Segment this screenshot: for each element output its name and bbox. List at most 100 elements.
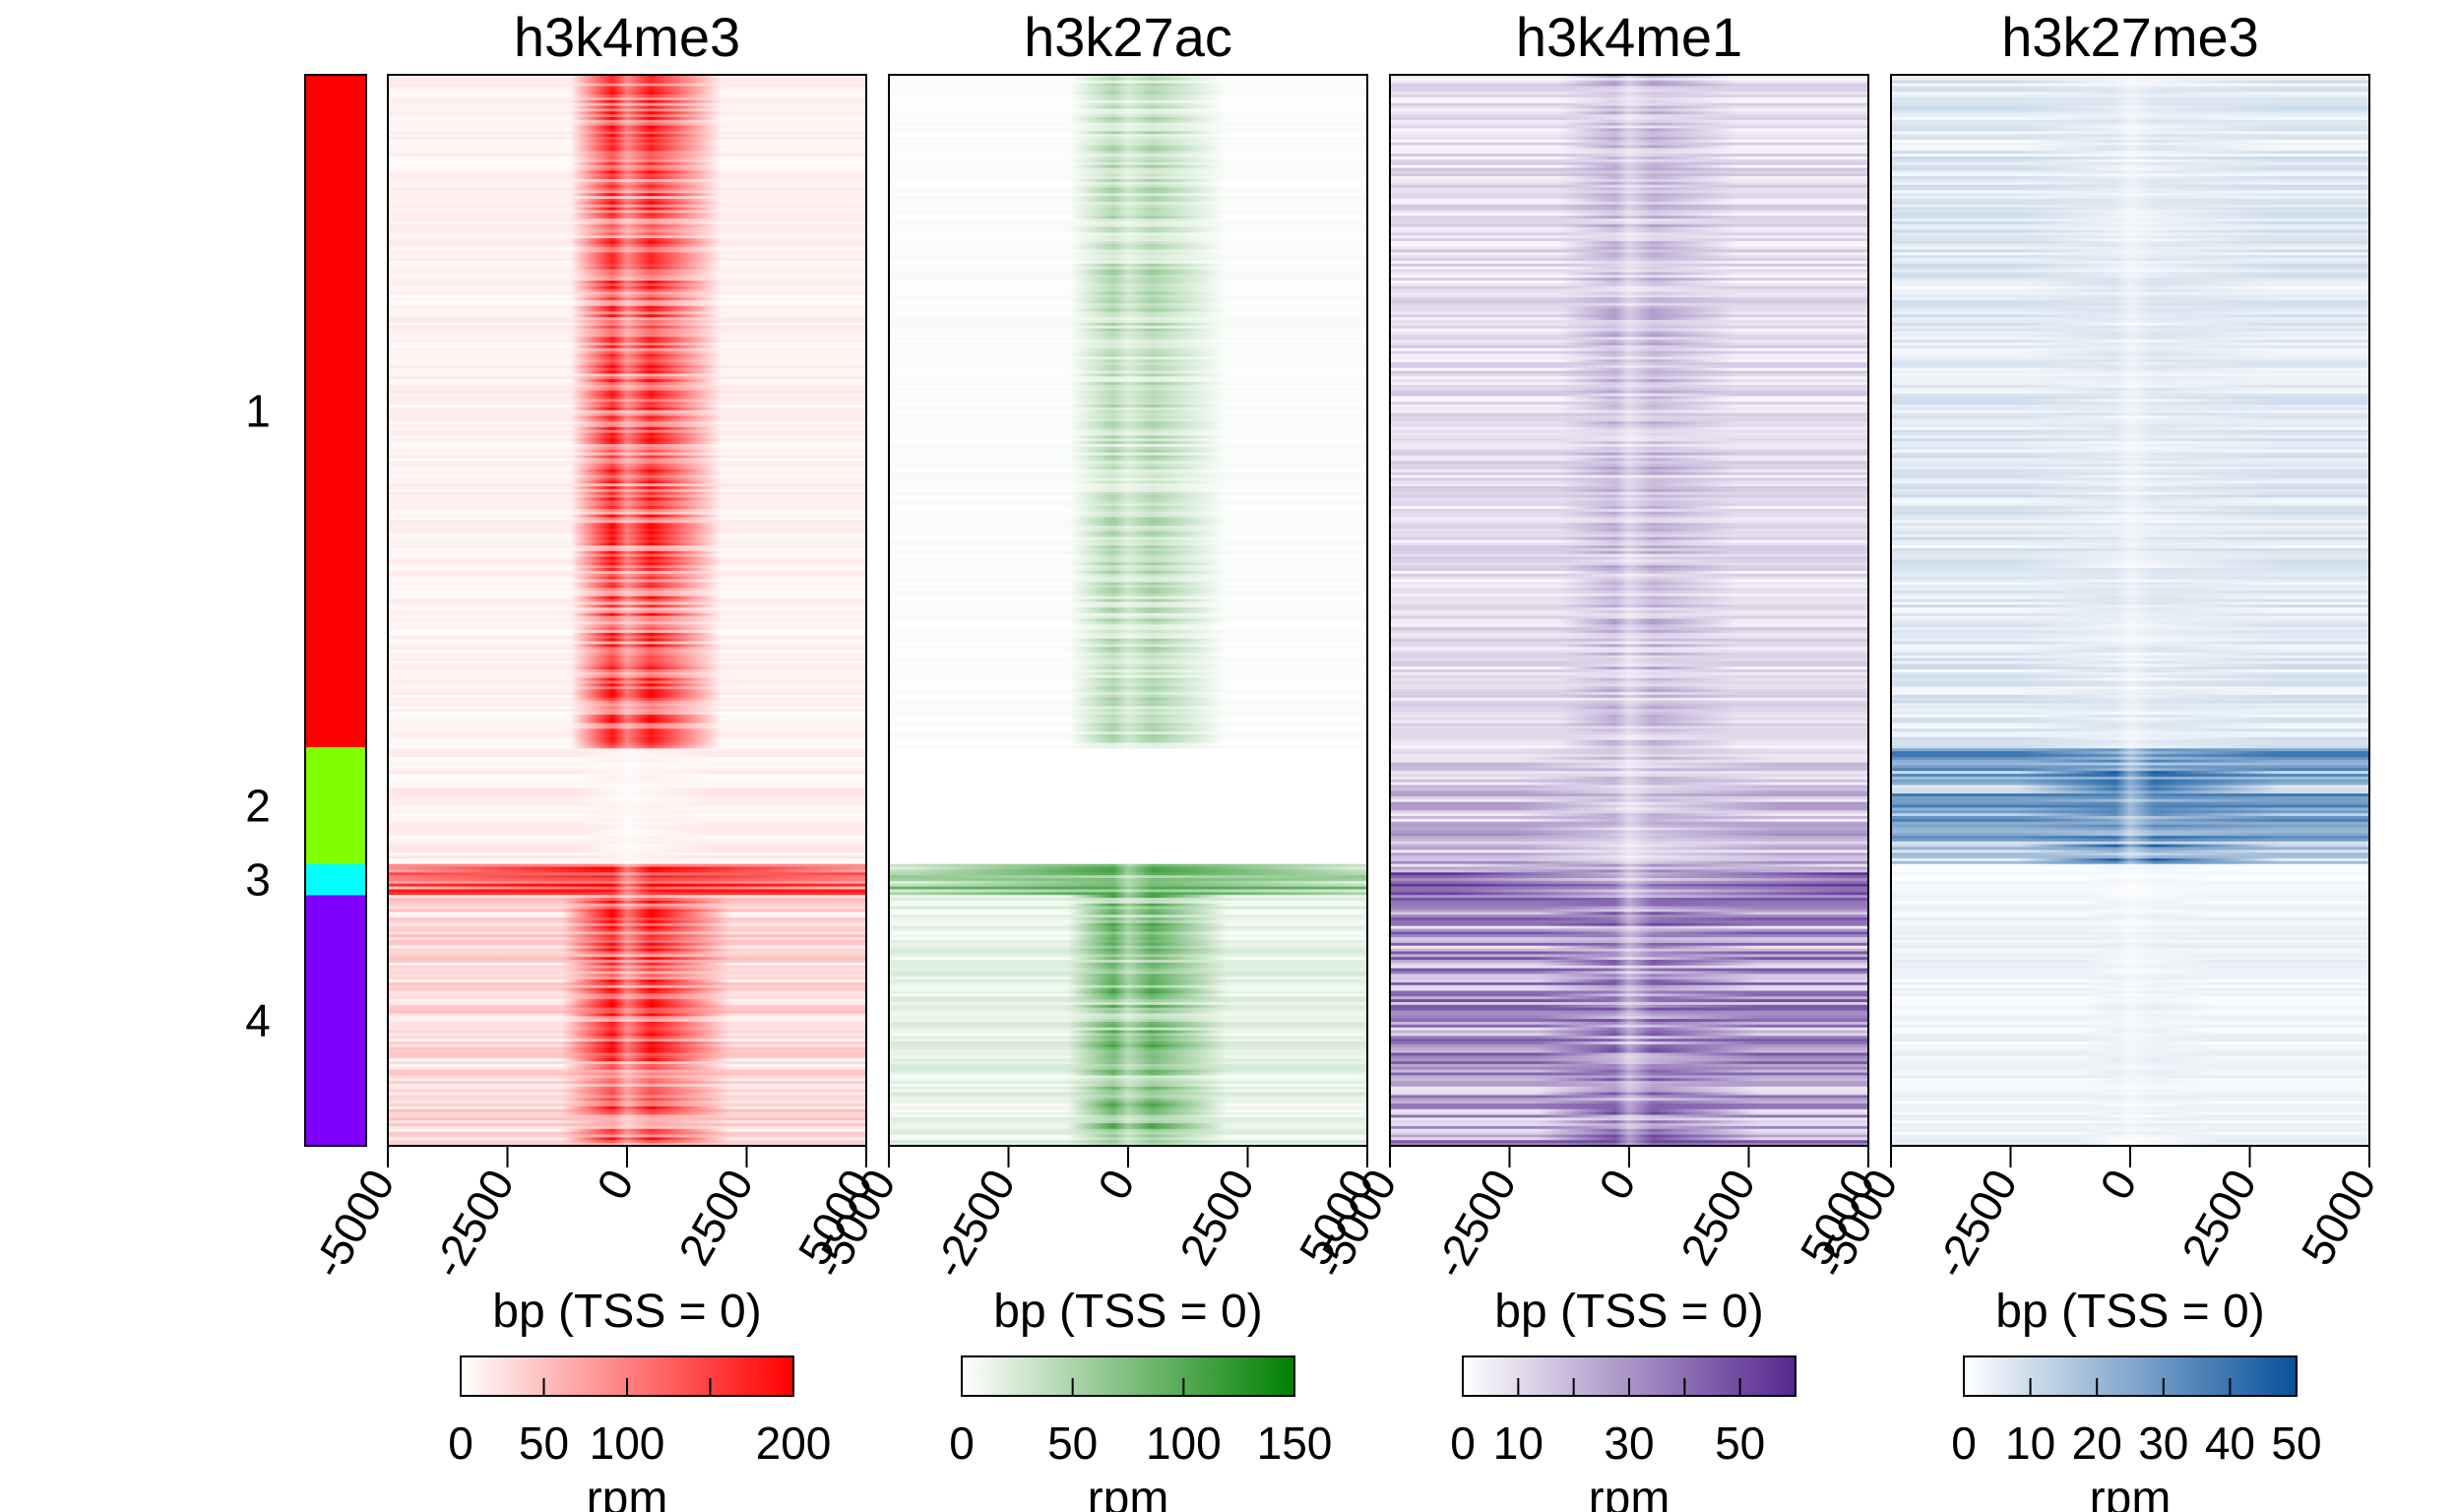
heatmap-row (889, 694, 1367, 699)
heatmap-row (1891, 119, 2369, 124)
heatmap-row (388, 860, 866, 865)
heatmap-row (388, 680, 866, 684)
heatmap-row (1390, 1004, 1868, 1009)
heatmap-row (889, 249, 1367, 253)
heatmap-row (1390, 334, 1868, 338)
heatmap-row (1891, 674, 2369, 679)
heatmap-row (1891, 686, 2369, 690)
heatmap-row (388, 598, 866, 602)
heatmap-row (889, 931, 1367, 935)
heatmap-row (1390, 497, 1868, 501)
heatmap-row (388, 875, 866, 879)
heatmap-row (388, 892, 866, 896)
heatmap-row (1891, 824, 2369, 828)
heatmap-row (1390, 604, 1868, 608)
heatmap-row (388, 914, 866, 918)
heatmap-row (1891, 1055, 2369, 1059)
heatmap-row (388, 731, 866, 735)
heatmap-row (388, 412, 866, 416)
heatmap-row (1390, 776, 1868, 781)
heatmap-row (388, 1027, 866, 1032)
heatmap-row (388, 167, 866, 171)
heatmap-row (889, 1022, 1367, 1026)
heatmap-row (1891, 748, 2369, 752)
heatmap-row (1390, 444, 1868, 448)
heatmap-row (1891, 1039, 2369, 1042)
heatmap-row (388, 925, 866, 929)
heatmap-row (1891, 830, 2369, 834)
heatmap-row (1891, 432, 2369, 436)
heatmap-row (1891, 528, 2369, 533)
heatmap-row (388, 1010, 866, 1014)
heatmap-row (1390, 880, 1868, 885)
heatmap-row (1891, 407, 2369, 411)
heatmap-row (388, 1140, 866, 1144)
heatmap-row (1390, 302, 1868, 307)
heatmap-row (889, 666, 1367, 670)
heatmap-row (889, 725, 1367, 729)
heatmap-row (388, 114, 866, 118)
heatmap-row (889, 689, 1367, 693)
heatmap-row (1891, 382, 2369, 386)
heatmap-row (1891, 116, 2369, 121)
heatmap-row (889, 714, 1367, 719)
heatmap-row (1891, 1041, 2369, 1045)
heatmap-row (1390, 379, 1868, 383)
heatmap-row (388, 650, 866, 654)
heatmap-row (1891, 506, 2369, 510)
heatmap-row (1891, 480, 2369, 484)
heatmap-row (889, 164, 1367, 168)
heatmap-row (1390, 272, 1868, 276)
heatmap-row (1390, 725, 1868, 729)
heatmap-row (388, 917, 866, 921)
heatmap-row (889, 235, 1367, 239)
heatmap-row (388, 320, 866, 324)
heatmap-row (1891, 878, 2369, 882)
heatmap-row (1390, 376, 1868, 380)
heatmap-row (889, 275, 1367, 279)
heatmap-row (388, 461, 866, 465)
heatmap-row (889, 588, 1367, 592)
heatmap-row (1891, 455, 2369, 459)
heatmap-row (1891, 232, 2369, 236)
heatmap-row (388, 990, 866, 994)
heatmap-row (1390, 102, 1868, 106)
heatmap-row (1390, 142, 1868, 146)
heatmap-row (388, 810, 866, 814)
heatmap-row (889, 559, 1367, 563)
heatmap-row (1390, 677, 1868, 681)
heatmap-row (388, 841, 866, 846)
heatmap-row (1891, 960, 2369, 964)
heatmap-row (1390, 739, 1868, 743)
heatmap-row (1390, 638, 1868, 642)
heatmap-row (1390, 528, 1868, 533)
heatmap-row (1390, 1086, 1868, 1091)
x-tick-label: -2500 (1924, 1161, 2027, 1287)
heatmap-row (889, 945, 1367, 949)
heatmap-row (388, 1084, 866, 1088)
heatmap-row (1891, 720, 2369, 724)
heatmap-row (889, 1055, 1367, 1059)
heatmap-row (388, 136, 866, 141)
heatmap-row (1891, 193, 2369, 197)
heatmap-row (889, 680, 1367, 684)
heatmap-row (388, 585, 866, 589)
heatmap-row (1891, 207, 2369, 211)
heatmap-row (889, 962, 1367, 967)
heatmap-row (1891, 486, 2369, 490)
heatmap-row (1891, 102, 2369, 106)
heatmap-row (388, 1114, 866, 1118)
heatmap-row (1891, 793, 2369, 797)
heatmap-row (1891, 176, 2369, 180)
heatmap-row (889, 122, 1367, 126)
heatmap-row (1891, 914, 2369, 918)
heatmap-row (889, 1084, 1367, 1088)
heatmap-row (1390, 666, 1868, 670)
heatmap-row (1891, 934, 2369, 938)
heatmap-row (1390, 598, 1868, 602)
heatmap-row (1390, 331, 1868, 335)
heatmap-row (388, 1061, 866, 1065)
heatmap-row (388, 836, 866, 840)
